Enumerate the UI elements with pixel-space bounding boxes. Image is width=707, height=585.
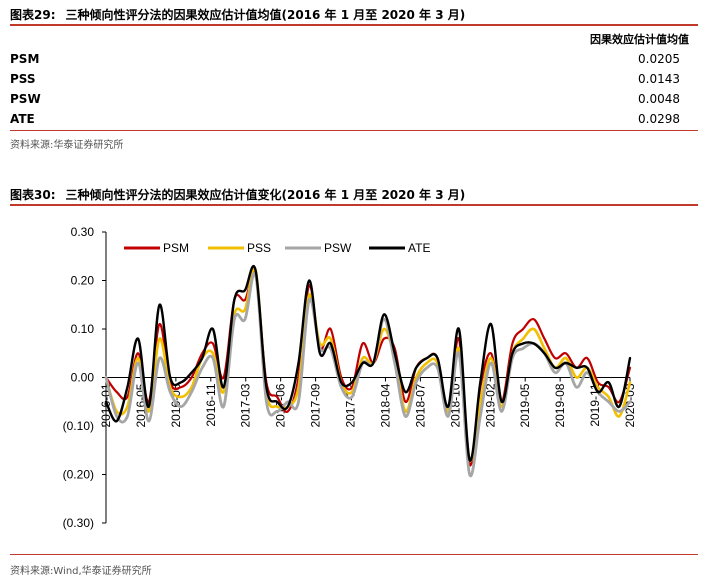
x-tick-label: 2016-01 — [99, 383, 113, 427]
y-tick-label: (0.20) — [63, 468, 94, 482]
y-tick-label: 0.30 — [71, 225, 95, 239]
y-tick-label: 0.10 — [71, 322, 95, 336]
series-line-psm — [104, 271, 632, 467]
x-tick-label: 2018-04 — [378, 383, 392, 427]
table-row: ATE 0.0298 — [10, 112, 680, 130]
table-row-value: 0.0298 — [638, 112, 680, 126]
figure30-source: 资料来源:Wind,华泰证券研究所 — [10, 566, 152, 577]
table29-column-header: 因果效应估计值均值 — [590, 33, 689, 46]
x-tick-label: 2018-07 — [413, 383, 427, 427]
figure30-title: 三种倾向性评分法的因果效应估计值变化(2016 年 1 月至 2020 年 3 … — [65, 188, 466, 202]
figure29-title-row: 图表29: 三种倾向性评分法的因果效应估计值均值(2016 年 1 月至 2020… — [10, 6, 465, 23]
table-row-name: PSS — [10, 72, 36, 86]
table-row-value: 0.0143 — [638, 72, 680, 86]
legend-label-ate: ATE — [408, 241, 430, 255]
x-tick-label: 2017-09 — [309, 383, 323, 427]
x-tick-label: 2019-02 — [483, 383, 497, 427]
x-tick-label: 2019-08 — [553, 383, 567, 427]
table-row-name: PSW — [10, 92, 41, 106]
y-tick-label: 0.20 — [71, 274, 95, 288]
series-line-psw — [104, 271, 632, 478]
legend-label-psm: PSM — [163, 241, 189, 255]
table-row-name: ATE — [10, 112, 35, 126]
figure30-title-row: 图表30: 三种倾向性评分法的因果效应估计值变化(2016 年 1 月至 2020… — [10, 186, 465, 203]
figure29-top-rule — [10, 24, 698, 26]
figure30-bottom-rule — [10, 554, 698, 555]
figure30-label: 图表30: — [10, 188, 56, 202]
x-tick-label: 2019-05 — [518, 383, 532, 427]
x-tick-label: 2016-11 — [204, 383, 218, 426]
series-line-pss — [104, 266, 632, 463]
table-row: PSS 0.0143 — [10, 72, 680, 90]
table-row-value: 0.0205 — [638, 52, 680, 66]
series-line-ate — [104, 265, 632, 462]
y-tick-label: (0.30) — [63, 516, 94, 530]
table-row: PSM 0.0205 — [10, 52, 680, 70]
figure30-top-rule — [10, 204, 698, 206]
table-row-name: PSM — [10, 52, 40, 66]
y-tick-label: (0.10) — [63, 419, 94, 433]
y-tick-label: 0.00 — [71, 371, 95, 385]
table-row-value: 0.0048 — [638, 92, 680, 106]
legend-label-pss: PSS — [247, 241, 271, 255]
legend-label-psw: PSW — [324, 241, 352, 255]
figure29-title: 三种倾向性评分法的因果效应估计值均值(2016 年 1 月至 2020 年 3 … — [65, 8, 466, 22]
table-row: PSW 0.0048 — [10, 92, 680, 110]
figure29-label: 图表29: — [10, 8, 56, 22]
table29-bottom-rule — [10, 130, 698, 131]
table29-source: 资料来源:华泰证券研究所 — [10, 140, 124, 151]
x-tick-label: 2017-03 — [239, 383, 253, 427]
